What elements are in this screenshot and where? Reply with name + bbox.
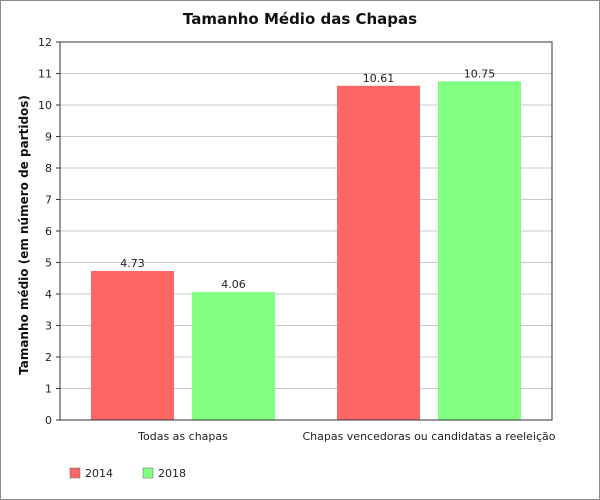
- y-tick-label: 12: [38, 36, 52, 49]
- plot-border: [59, 41, 553, 421]
- y-tick-label: 5: [45, 257, 52, 270]
- y-tick-label: 4: [45, 288, 52, 301]
- y-tick-label: 2: [45, 351, 52, 364]
- y-tick-label: 10: [38, 99, 52, 112]
- y-tick-label: 0: [45, 414, 52, 427]
- legend-label-2018: 2018: [158, 467, 186, 480]
- y-tick-label: 7: [45, 194, 52, 207]
- y-tick-label: 11: [38, 68, 52, 81]
- bar-2018: [438, 81, 521, 420]
- legend-swatch-2014: [69, 467, 81, 479]
- chart-title: Tamanho Médio das Chapas: [183, 10, 417, 28]
- x-tick-label: Todas as chapas: [137, 430, 228, 443]
- y-tick-label: 3: [45, 320, 52, 333]
- y-tick-label: 1: [45, 383, 52, 396]
- y-axis-label: Tamanho médio (em número de partidos): [17, 95, 31, 375]
- bar-2014: [91, 271, 174, 420]
- data-label: 4.06: [221, 278, 246, 291]
- bars: 4.73 4.06 10.61 10.75: [91, 67, 521, 420]
- data-label: 10.61: [363, 72, 395, 85]
- x-tick-label: Chapas vencedoras ou candidatas a reelei…: [302, 430, 555, 443]
- y-tick-label: 8: [45, 162, 52, 175]
- y-tick-label: 9: [45, 131, 52, 144]
- legend-swatch-2018: [142, 467, 154, 479]
- legend: 2014 2018: [69, 467, 186, 480]
- y-tick-label: 6: [45, 225, 52, 238]
- bar-2014: [337, 85, 420, 420]
- data-label: 4.73: [120, 257, 145, 270]
- bar-2018: [192, 292, 275, 420]
- legend-label-2014: 2014: [85, 467, 113, 480]
- data-label: 10.75: [464, 67, 496, 80]
